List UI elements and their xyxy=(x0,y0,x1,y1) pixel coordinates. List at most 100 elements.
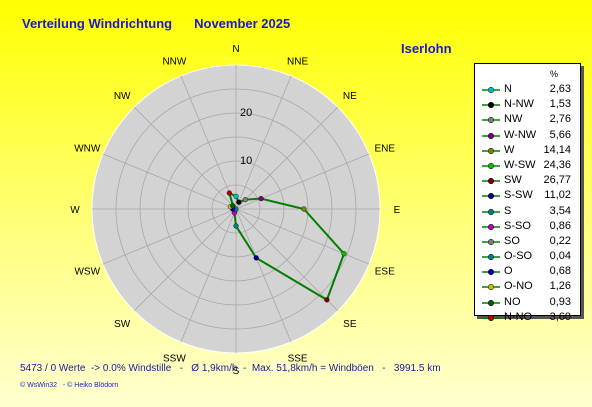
direction-label: SSW xyxy=(163,354,186,365)
data-point xyxy=(233,193,239,199)
legend-value: 5,66 xyxy=(549,128,571,141)
legend-marker-icon xyxy=(481,114,501,126)
legend-label: N xyxy=(504,83,512,95)
data-point xyxy=(341,251,347,257)
legend-label: O xyxy=(504,265,513,278)
legend-label: NO xyxy=(504,295,521,308)
legend-label: SO xyxy=(504,234,520,247)
rose-grid-spoke xyxy=(102,208,237,265)
legend-value: 0,04 xyxy=(549,250,571,263)
data-point xyxy=(236,199,242,205)
legend-item: W-SW 24,36 xyxy=(479,159,577,174)
legend-value: 1,53 xyxy=(549,98,571,111)
legend-marker-icon xyxy=(481,297,501,309)
legend-rows: N 2,63 N-NW 1,53 NW 2,76 W-NW 5,66 W 14,14 W-SW 24,… xyxy=(479,83,577,326)
legend-item: N 2,63 xyxy=(479,83,577,98)
chart-title: Verteilung Windrichtung November 2025 xyxy=(22,16,290,31)
rose-grid-spoke xyxy=(235,208,292,343)
legend-marker-icon xyxy=(481,266,501,278)
legend-item: W 14,14 xyxy=(479,144,577,159)
data-point xyxy=(226,190,232,196)
legend-value: 26,77 xyxy=(543,174,571,187)
legend-label: S xyxy=(504,204,512,217)
direction-label: WSW xyxy=(74,267,100,278)
data-point xyxy=(242,197,248,203)
direction-label: NNW xyxy=(162,56,186,67)
legend-item: O-NO 1,26 xyxy=(479,280,577,295)
legend-marker-icon xyxy=(481,160,501,172)
legend-marker-icon xyxy=(481,206,501,218)
legend-value: 24,36 xyxy=(543,158,571,171)
legend-marker-icon xyxy=(481,281,501,293)
direction-label: ENE xyxy=(374,143,395,154)
rose-grid-spoke xyxy=(235,75,292,210)
legend-value: 0,86 xyxy=(549,219,571,232)
legend-value: 11,02 xyxy=(544,189,571,202)
legend-label: N-NW xyxy=(504,98,534,111)
legend-label: NW xyxy=(504,113,523,126)
direction-label: SW xyxy=(114,319,131,330)
rose-grid-spoke xyxy=(235,208,370,265)
rose-grid-spoke xyxy=(133,208,237,312)
direction-label: SE xyxy=(343,319,357,330)
legend-label: O-NO xyxy=(504,280,533,293)
legend-label: W-NW xyxy=(504,128,537,141)
legend-label: SW xyxy=(504,174,522,187)
direction-label: WNW xyxy=(74,143,101,154)
legend-value: 3,60 xyxy=(549,310,571,323)
legend-label: S-SW xyxy=(504,189,533,202)
legend-item: NW 2,76 xyxy=(479,113,577,128)
legend-item: NO 0,93 xyxy=(479,296,577,311)
chart-title-month: November 2025 xyxy=(194,16,291,31)
legend-value: 14,14 xyxy=(543,143,571,156)
legend-value: 0,93 xyxy=(549,295,571,308)
legend-marker-icon xyxy=(481,251,501,263)
rose-tick-label: 10 xyxy=(240,155,252,167)
legend-label: N-NO xyxy=(504,310,533,323)
data-point xyxy=(324,297,330,303)
legend-value: 3,54 xyxy=(549,204,571,217)
legend-item: SW 26,77 xyxy=(479,174,577,189)
legend-label: W xyxy=(504,143,515,156)
rose-grid-spoke xyxy=(235,208,339,312)
legend-label: W-SW xyxy=(504,158,536,171)
rose-grid-spoke xyxy=(235,153,370,210)
legend-value: 2,63 xyxy=(549,83,571,95)
legend-value: 2,76 xyxy=(549,113,571,126)
legend-value: 1,26 xyxy=(549,280,571,293)
legend-marker-icon xyxy=(481,130,501,142)
legend-marker-icon xyxy=(481,221,501,233)
rose-grid-spoke xyxy=(180,208,237,343)
data-point xyxy=(253,255,259,261)
legend: % N 2,63 N-NW 1,53 NW 2,76 W-NW 5,66 W 14,14 W-SW 2… xyxy=(474,63,581,323)
legend-marker-icon xyxy=(481,99,501,111)
data-point xyxy=(233,223,239,229)
legend-value: 0,22 xyxy=(549,234,571,247)
direction-label: NNE xyxy=(287,56,308,67)
legend-label: S-SO xyxy=(504,219,531,232)
legend-marker-icon xyxy=(481,145,501,157)
legend-unit-label: % xyxy=(549,69,558,79)
direction-label: S xyxy=(233,366,240,377)
legend-item: SO 0,22 xyxy=(479,235,577,250)
direction-label: E xyxy=(394,205,401,216)
legend-item: N-NO 3,60 xyxy=(479,311,577,326)
legend-marker-icon xyxy=(481,84,501,96)
rose-grid-spoke xyxy=(102,153,237,210)
chart-title-main: Verteilung Windrichtung xyxy=(22,16,173,31)
direction-label: ESE xyxy=(375,267,395,278)
legend-marker-icon xyxy=(481,236,501,248)
legend-item: O 0,68 xyxy=(479,265,577,280)
data-point xyxy=(230,203,236,209)
legend-value: 0,68 xyxy=(549,265,571,278)
legend-marker-icon xyxy=(481,175,501,187)
station-name: Iserlohn xyxy=(401,41,452,56)
rose-grid-spoke xyxy=(235,106,339,210)
direction-label: NE xyxy=(343,91,357,102)
legend-item: W-NW 5,66 xyxy=(479,129,577,144)
legend-marker-icon xyxy=(481,190,501,202)
footer-stats: 5473 / 0 Werte -> 0.0% Windstille - Ø 1,… xyxy=(20,363,441,374)
legend-label: O-SO xyxy=(504,250,533,263)
direction-label: W xyxy=(70,205,80,216)
